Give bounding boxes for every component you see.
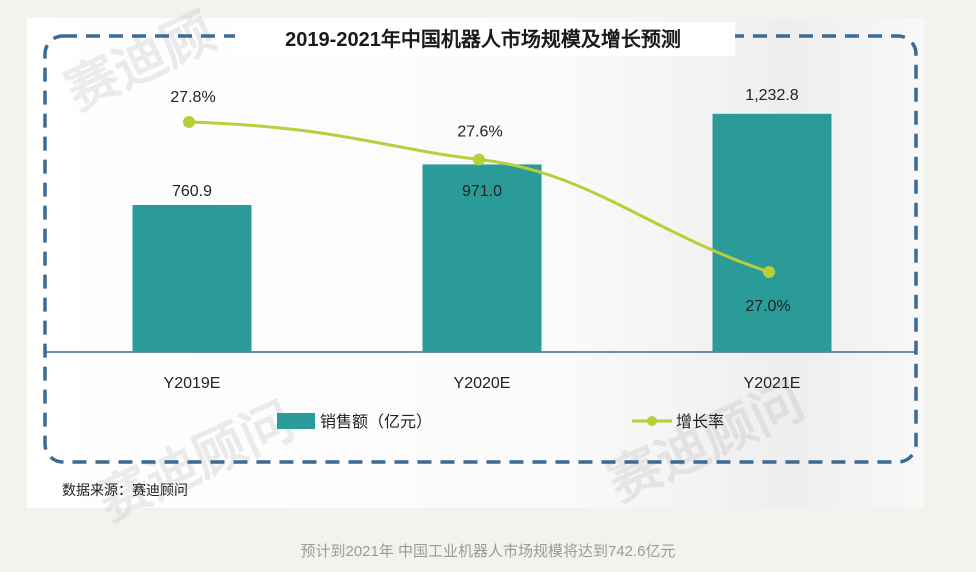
source-note: 数据来源：赛迪顾问 [62, 482, 188, 498]
image-caption: 预计到2021年 中国工业机器人市场规模将达到742.6亿元 [300, 543, 676, 560]
x-tick-label: Y2020E [454, 375, 511, 392]
rate-point [473, 153, 485, 166]
bar-Y2020E [422, 164, 542, 352]
legend-line-label: 增长率 [676, 413, 724, 431]
bar-value-label: 1,232.8 [745, 87, 798, 104]
title-bg [235, 22, 735, 56]
bar-value-label: 760.9 [172, 183, 212, 200]
rate-value-label: 27.8% [170, 89, 215, 106]
chart-title: 2019-2021年中国机器人市场规模及增长预测 [285, 27, 681, 51]
legend-line-marker [647, 416, 657, 426]
rate-point [183, 116, 195, 128]
rate-value-label: 27.6% [457, 124, 502, 141]
bar-Y2019E [132, 204, 252, 352]
legend-bar-label: 销售额（亿元） [320, 413, 432, 431]
x-tick-label: Y2019E [164, 375, 221, 392]
bar-Y2021E [712, 113, 832, 353]
legend-bar-swatch [277, 413, 315, 429]
rate-point [763, 266, 775, 278]
x-tick-label: Y2021E [744, 375, 801, 392]
bar-value-label: 971.0 [462, 183, 502, 200]
rate-value-label: 27.0% [745, 298, 790, 315]
